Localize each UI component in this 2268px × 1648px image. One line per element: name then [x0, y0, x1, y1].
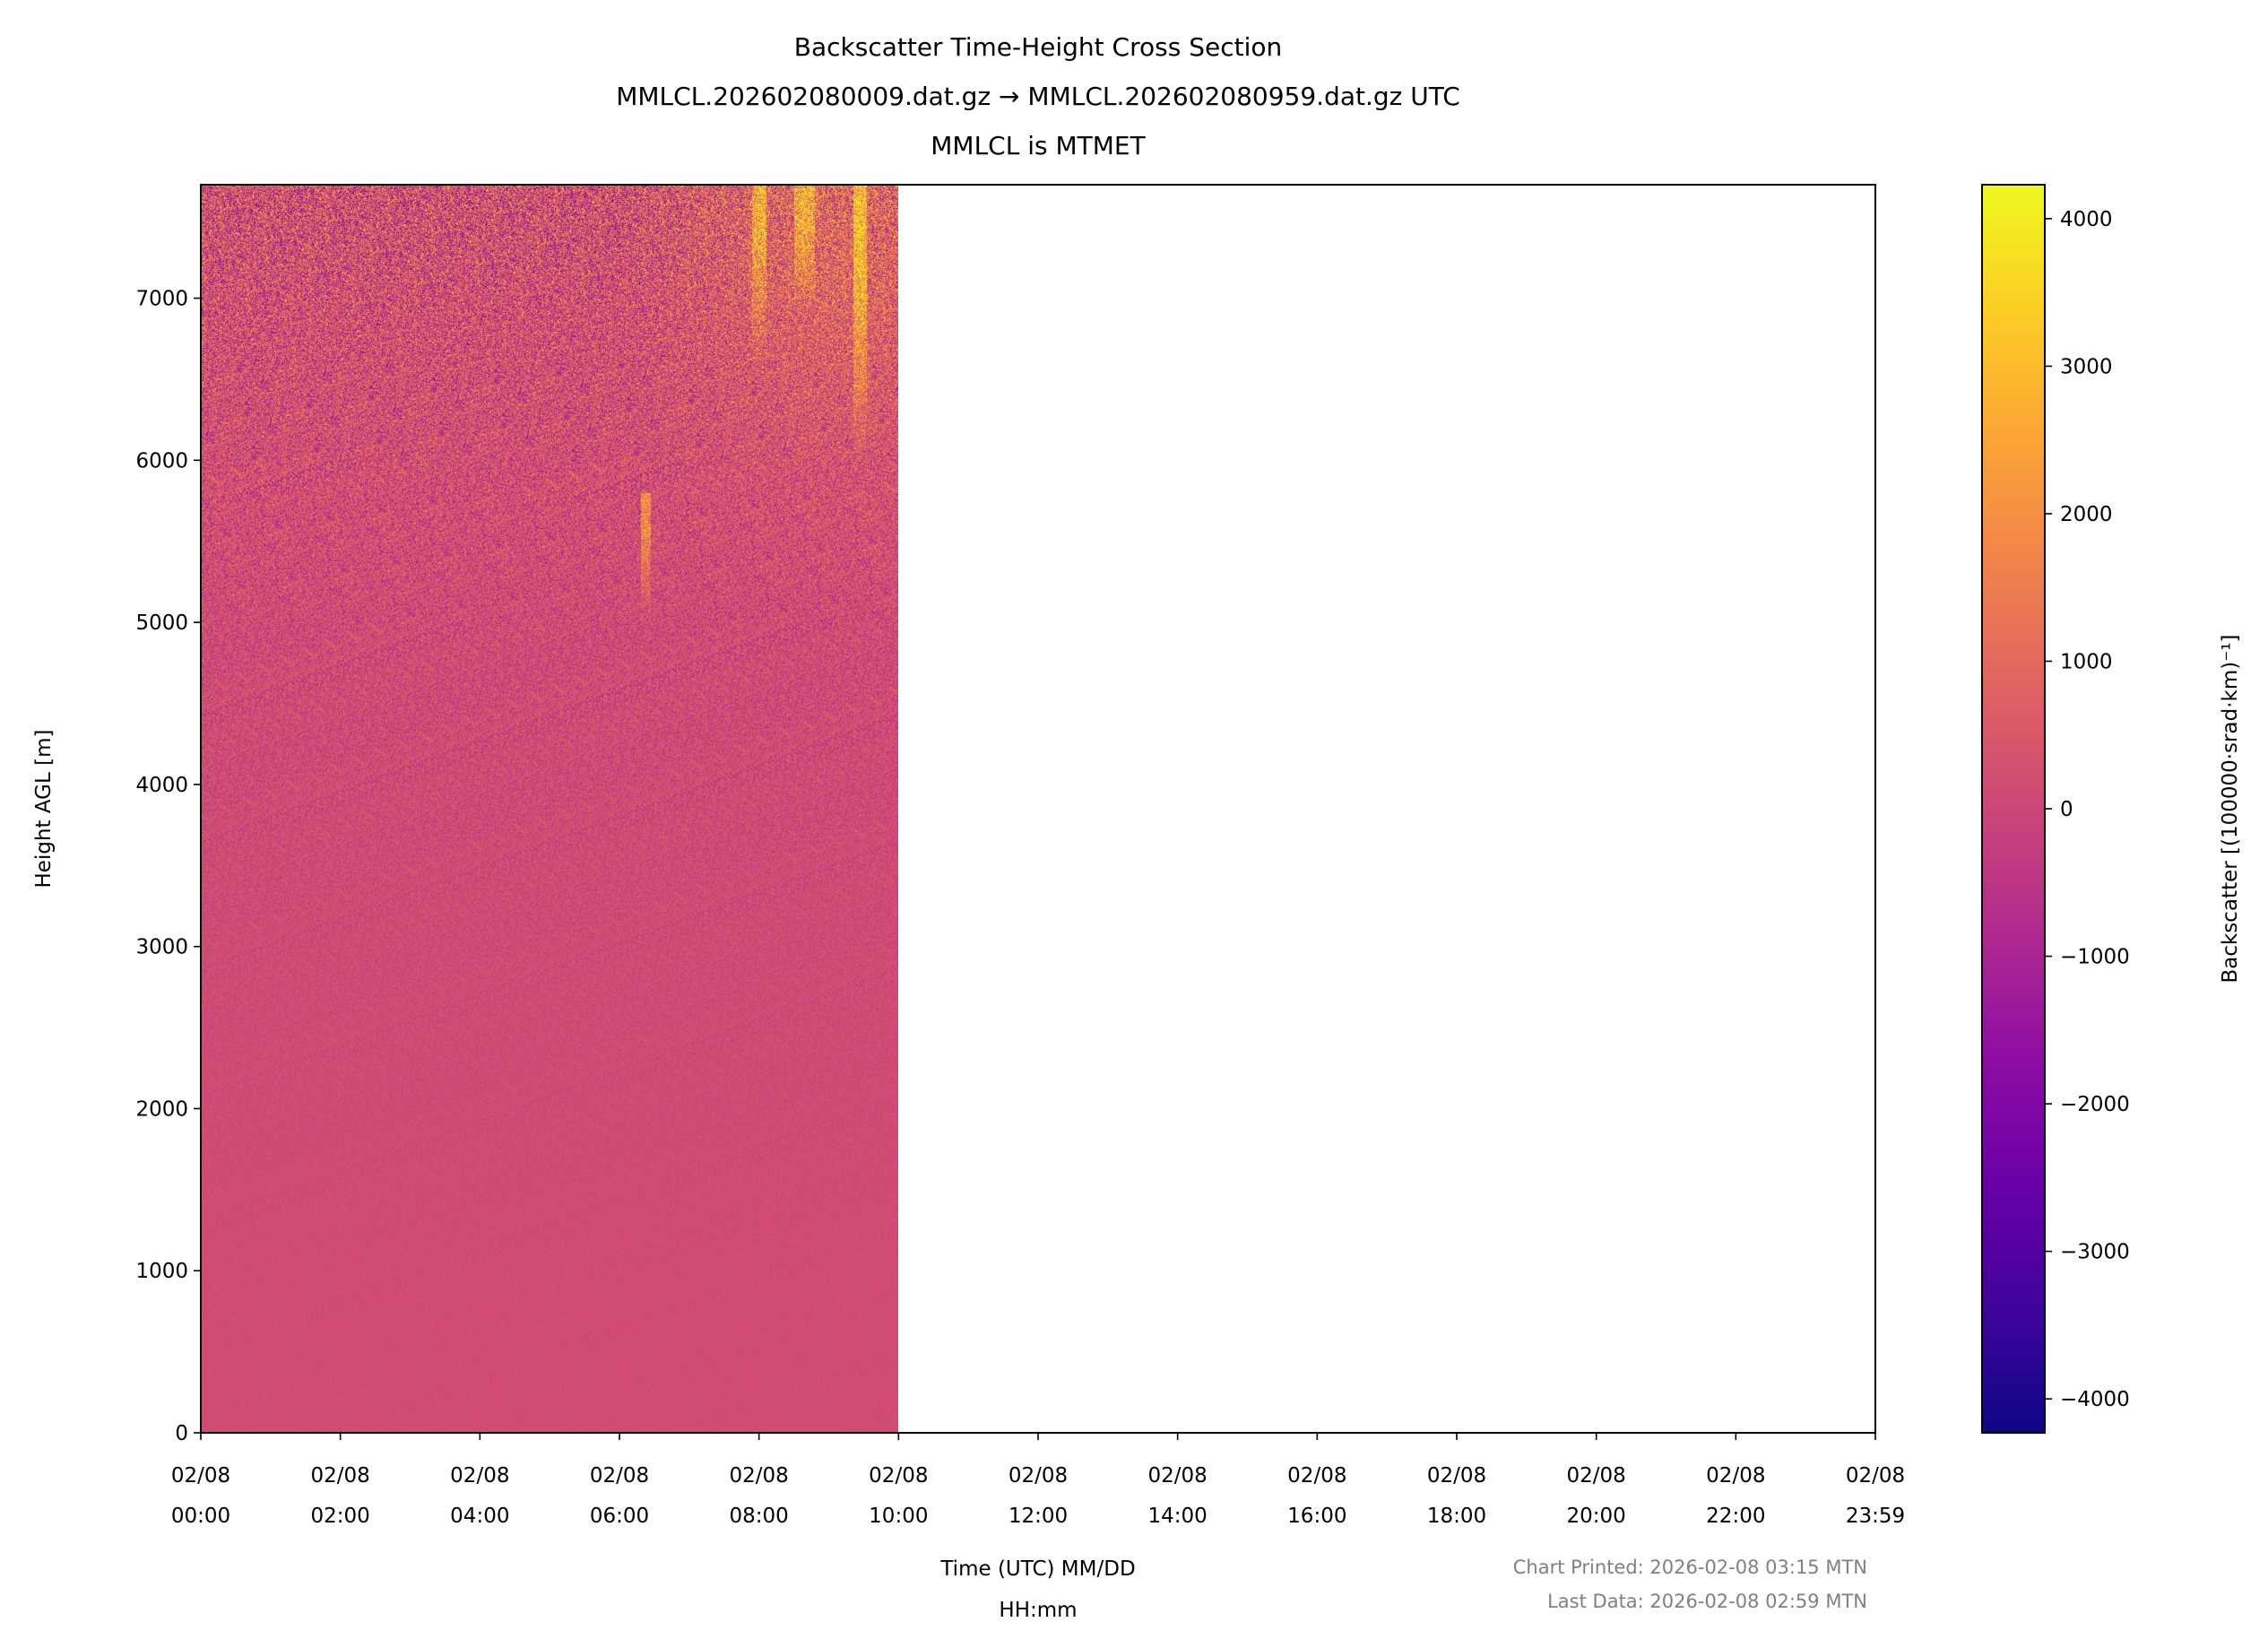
x-tick-label-time: 02:00: [311, 1505, 370, 1528]
x-tick-label-time: 16:00: [1287, 1505, 1346, 1528]
y-axis-label: Height AGL [m]: [32, 730, 56, 889]
y-tick-label: 7000: [135, 288, 188, 311]
x-tick-label-time: 06:00: [590, 1505, 649, 1528]
colorbar-tick-label: 1000: [2060, 650, 2113, 673]
x-tick-label-date: 02/08: [1567, 1464, 1626, 1488]
x-tick-label-time: 22:00: [1706, 1505, 1765, 1528]
y-tick-label: 1000: [135, 1260, 188, 1283]
x-tick-label-time: 23:59: [1846, 1505, 1905, 1528]
y-tick-label: 0: [175, 1422, 188, 1445]
y-tick-label: 4000: [135, 774, 188, 797]
x-tick-label-date: 02/08: [450, 1464, 509, 1488]
x-tick-label-date: 02/08: [311, 1464, 370, 1488]
x-tick-label-time: 08:00: [730, 1505, 789, 1528]
colorbar-tick-label: −4000: [2060, 1388, 2130, 1411]
x-tick-label-date: 02/08: [730, 1464, 789, 1488]
x-tick-label-time: 20:00: [1567, 1505, 1626, 1528]
x-tick-label-date: 02/08: [590, 1464, 649, 1488]
colorbar-tick-label: 2000: [2060, 503, 2113, 526]
x-tick-label-date: 02/08: [171, 1464, 230, 1488]
chart-subtitle-station: MMLCL is MTMET: [931, 131, 1146, 160]
x-tick-label-date: 02/08: [1148, 1464, 1208, 1488]
x-tick-label-date: 02/08: [869, 1464, 928, 1488]
x-tick-label-time: 12:00: [1008, 1505, 1068, 1528]
x-axis-label-line1: Time (UTC) MM/DD: [939, 1557, 1135, 1581]
x-axis-label-line2: HH:mm: [999, 1599, 1077, 1622]
x-tick-label-time: 10:00: [869, 1505, 928, 1528]
colorbar-gradient: [1982, 185, 2045, 1433]
plot-frame: [200, 184, 1876, 1434]
x-tick-label-time: 18:00: [1427, 1505, 1486, 1528]
chart-printed-note: Chart Printed: 2026-02-08 03:15 MTN: [1513, 1557, 1867, 1578]
y-tick-label: 3000: [135, 936, 188, 959]
colorbar-tick-label: −3000: [2060, 1241, 2130, 1264]
colorbar-tick-label: −1000: [2060, 946, 2130, 969]
y-tick-label: 2000: [135, 1097, 188, 1121]
x-tick-label-time: 14:00: [1148, 1505, 1208, 1528]
y-tick-label: 5000: [135, 611, 188, 635]
chart-title: Backscatter Time-Height Cross Section: [794, 32, 1282, 62]
x-tick-label-date: 02/08: [1427, 1464, 1486, 1488]
x-tick-label-date: 02/08: [1008, 1464, 1068, 1488]
colorbar-frame: [1981, 184, 2046, 1434]
colorbar-tick-label: 4000: [2060, 208, 2113, 231]
colorbar-label: Backscatter [(100000·srad·km)⁻¹]: [2219, 634, 2242, 983]
x-tick-label-time: 00:00: [171, 1505, 230, 1528]
backscatter-heatmap: [201, 185, 898, 1433]
chart-subtitle: MMLCL.202602080009.dat.gz → MMLCL.202602…: [616, 82, 1460, 111]
colorbar-tick-label: −2000: [2060, 1093, 2130, 1116]
colorbar-tick-label: 3000: [2060, 355, 2113, 378]
x-tick-label-date: 02/08: [1846, 1464, 1905, 1488]
x-tick-label-time: 04:00: [450, 1505, 509, 1528]
colorbar-tick-label: 0: [2060, 798, 2073, 821]
y-tick-label: 6000: [135, 449, 188, 473]
x-tick-label-date: 02/08: [1287, 1464, 1346, 1488]
last-data-note: Last Data: 2026-02-08 02:59 MTN: [1547, 1591, 1867, 1612]
x-tick-label-date: 02/08: [1706, 1464, 1765, 1488]
